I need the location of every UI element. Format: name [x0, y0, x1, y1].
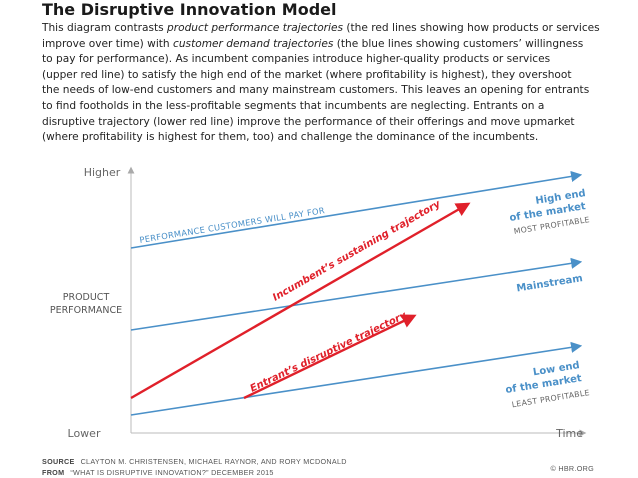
- description-line: (where profitability is highest for them…: [42, 130, 632, 146]
- low-end-demand-line: [130, 341, 583, 416]
- source-tag: SOURCE: [42, 457, 75, 466]
- disruptive-trajectory-label: Entrant’s disruptive trajectory: [249, 310, 409, 395]
- source-text: CLAYTON M. CHRISTENSEN, MICHAEL RAYNOR, …: [80, 457, 347, 466]
- high-end-demand-line: [130, 170, 583, 249]
- sustaining-trajectory-line: [130, 202, 471, 400]
- description-text: This diagram contrasts: [42, 22, 168, 34]
- description-line: to find footholds in the less-profitable…: [42, 99, 632, 115]
- from-tag: FROM: [42, 468, 65, 477]
- description-emphasis: product performance trajectories: [167, 22, 344, 34]
- description-line: to pay for performance). As incumbent co…: [42, 52, 632, 68]
- description: This diagram contrasts product performan…: [42, 21, 632, 146]
- performance-pay-label: PERFORMANCE CUSTOMERS WILL PAY FOR: [139, 205, 326, 245]
- from-line: FROM “WHAT IS DISRUPTIVE INNOVATION?” DEC…: [42, 468, 274, 477]
- description-text: (the red lines showing how products or s…: [343, 22, 600, 34]
- page-title: The Disruptive Innovation Model: [42, 0, 337, 19]
- description-text: (where profitability is highest for them…: [42, 131, 539, 144]
- description-emphasis: customer demand trajectories: [173, 37, 334, 50]
- y-axis-title-line1: PRODUCT: [63, 292, 110, 303]
- description-text: to pay for performance). As incumbent co…: [42, 53, 551, 66]
- description-line: (upper red line) to satisfy the high end…: [42, 68, 632, 84]
- hbr-credit: © HBR.ORG: [550, 464, 594, 473]
- mainstream-demand-line: [130, 257, 583, 331]
- source-line: SOURCE CLAYTON M. CHRISTENSEN, MICHAEL RA…: [42, 457, 347, 466]
- description-line: improve over time) with customer demand …: [42, 37, 632, 53]
- disruptive-trajectory-line: [243, 314, 417, 400]
- description-text: (upper red line) to satisfy the high end…: [42, 68, 572, 81]
- description-text: disruptive trajectory (lower red line) i…: [42, 115, 575, 128]
- y-axis-title-line2: PERFORMANCE: [50, 305, 122, 316]
- y-axis-top-label: Higher: [84, 166, 121, 179]
- from-text: “WHAT IS DISRUPTIVE INNOVATION?” DECEMBE…: [70, 468, 274, 477]
- y-axis-bottom-label: Lower: [68, 427, 101, 440]
- x-axis-label: Time: [555, 427, 583, 440]
- description-text: to find footholds in the less-profitable…: [42, 99, 545, 112]
- description-text: the needs of low-end customers and many …: [42, 84, 590, 97]
- mainstream-label: Mainstream: [516, 273, 584, 294]
- description-line: disruptive trajectory (lower red line) i…: [42, 115, 632, 131]
- description-line: This diagram contrasts product performan…: [42, 21, 632, 37]
- description-text: (the blue lines showing customers’ willi…: [333, 37, 584, 50]
- description-text: improve over time) with: [42, 37, 174, 50]
- description-line: the needs of low-end customers and many …: [42, 83, 632, 99]
